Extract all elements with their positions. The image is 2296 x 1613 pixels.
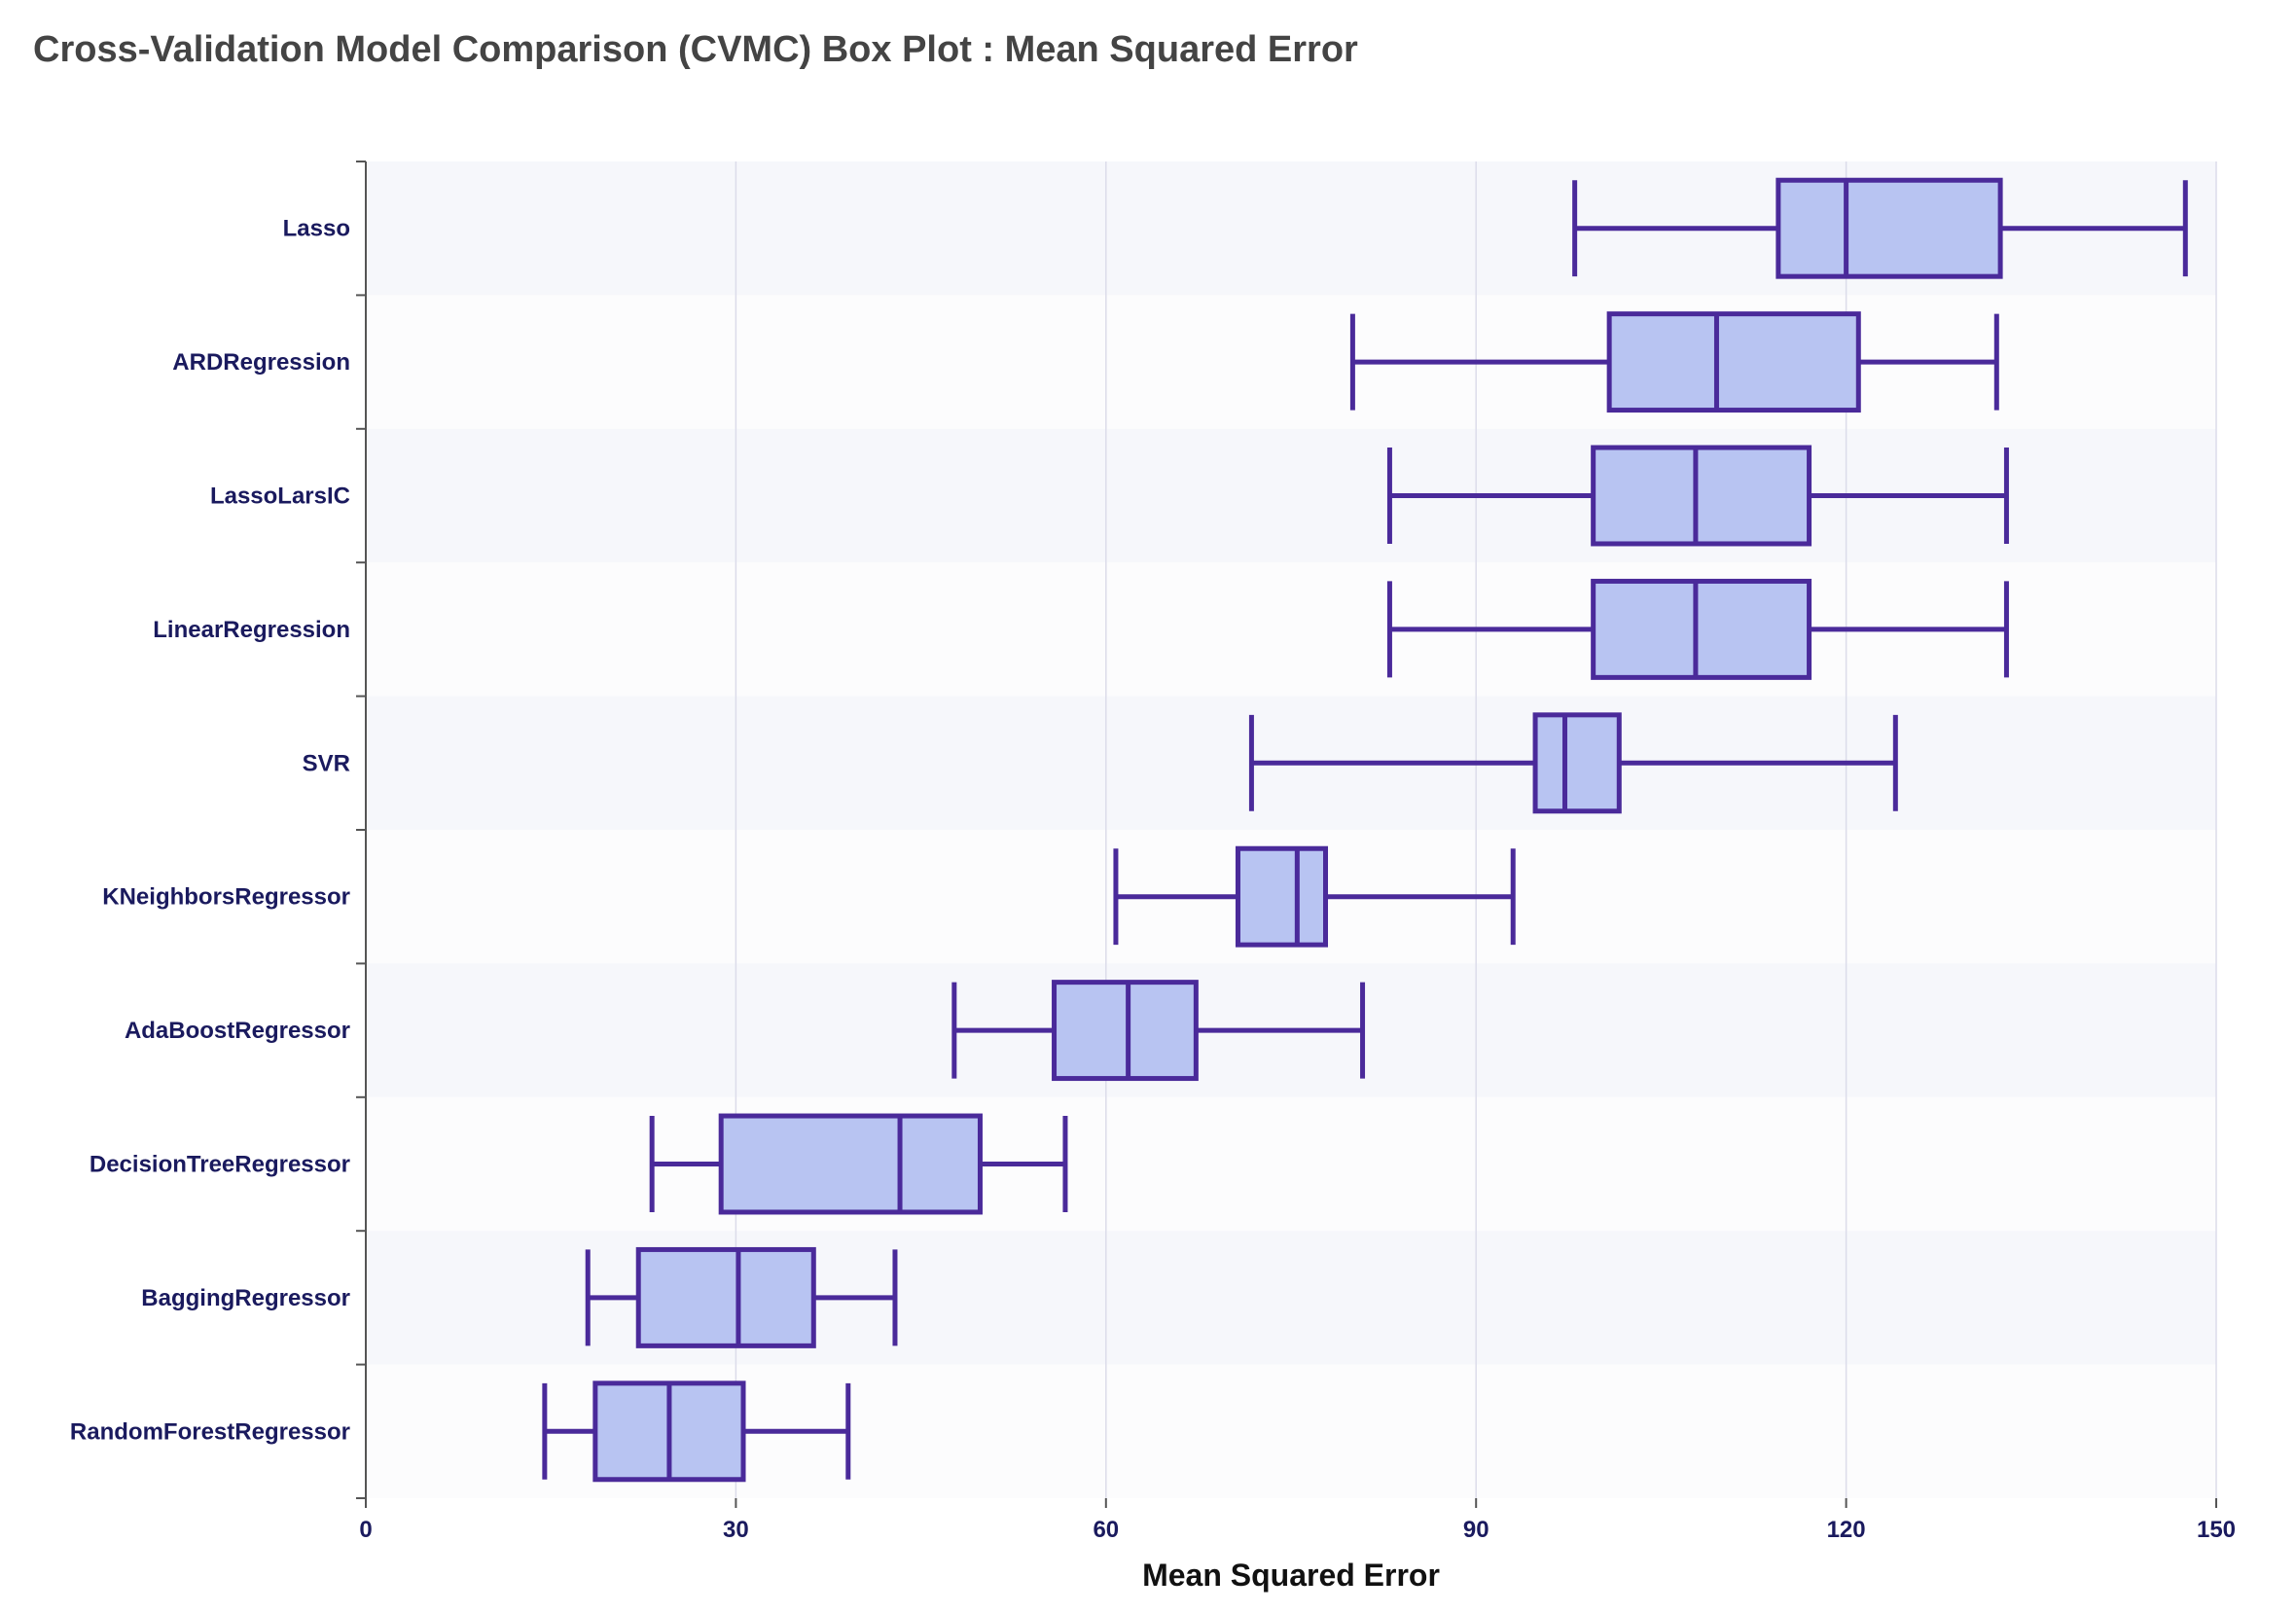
box-SVR	[1248, 712, 1898, 814]
iqr-box	[1606, 311, 1861, 413]
x-axis-title: Mean Squared Error	[1142, 1558, 1440, 1593]
tick-labels: 0 30 60 90 120 150 Lasso ARDRegression LassoLars…	[70, 216, 2236, 1543]
box-LassoLarsIC	[1386, 445, 2009, 547]
iqr-box	[1235, 845, 1329, 948]
y-tick-label: SVR	[303, 750, 350, 776]
x-tick-label: 120	[1827, 1517, 1866, 1543]
x-tick-label: 150	[2197, 1517, 2236, 1543]
y-tick-label: RandomForestRegressor	[70, 1418, 350, 1445]
box-AdaBoostRegressor	[951, 980, 1366, 1082]
iqr-box	[1591, 578, 1812, 680]
iqr-box	[1591, 445, 1812, 547]
box-Lasso	[1572, 177, 2188, 279]
row-band	[366, 1096, 2216, 1232]
iqr-box	[1532, 712, 1622, 814]
box-LinearRegression	[1386, 578, 2009, 680]
box-series	[542, 177, 2188, 1483]
y-tick-label: KNeighborsRegressor	[102, 884, 350, 911]
x-tick-label: 60	[1093, 1517, 1119, 1543]
iqr-box	[635, 1246, 816, 1348]
y-tick-label: ARDRegression	[172, 349, 350, 376]
vertical-gridlines	[735, 161, 2217, 1498]
x-tick-label: 90	[1463, 1517, 1489, 1543]
box-DecisionTreeRegressor	[649, 1113, 1068, 1215]
y-tick-label: LassoLarsIC	[210, 484, 350, 510]
box-KNeighborsRegressor	[1113, 845, 1516, 948]
box-BaggingRegressor	[585, 1246, 898, 1348]
box-RandomForestRegressor	[542, 1380, 851, 1483]
iqr-box	[718, 1113, 983, 1215]
x-tick-label: 0	[359, 1517, 372, 1543]
box-ARDRegression	[1349, 311, 1999, 413]
iqr-box	[1052, 980, 1199, 1082]
axes	[356, 161, 2217, 1508]
y-tick-label: Lasso	[283, 216, 350, 242]
y-tick-label: BaggingRegressor	[141, 1285, 350, 1311]
iqr-box	[1776, 177, 2003, 279]
y-tick-label: DecisionTreeRegressor	[90, 1152, 350, 1178]
y-tick-label: AdaBoostRegressor	[125, 1018, 350, 1044]
chart-title: Cross-Validation Model Comparison (CVMC)…	[33, 29, 1358, 70]
x-tick-label: 30	[723, 1517, 749, 1543]
y-tick-label: LinearRegression	[153, 617, 350, 643]
